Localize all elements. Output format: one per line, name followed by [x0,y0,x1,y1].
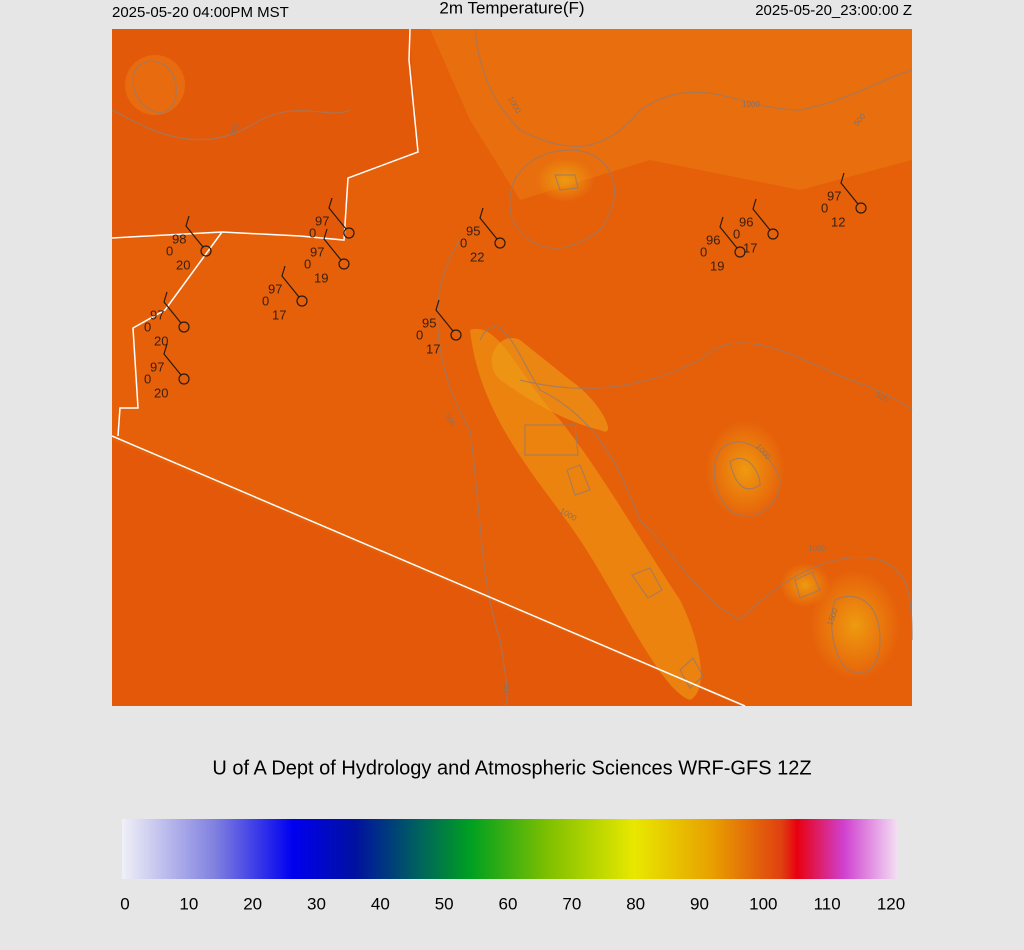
station-circle [343,227,355,239]
contour-label: 1000 [808,544,826,553]
station-temp: 97 [315,213,329,228]
wind-barb [840,172,859,205]
colorbar-tick-label: 110 [814,894,841,913]
station-dew: 0 [416,327,423,342]
station-circle [734,246,746,258]
wind-barb [435,299,454,332]
colorbar-ticks: 0 10 20 30 40 50 60 70 80 90 100 110 120 [120,894,905,913]
wind-barb [163,291,182,324]
colorbar-tick-label: 100 [749,894,777,913]
contour-label: 500 [444,412,457,428]
colorbar-tick-label: 120 [877,894,905,913]
colorbar-tick-label: 20 [243,894,262,913]
footer: U of A Dept of Hydrology and Atmospheric… [212,757,811,779]
colorbar-tick-label: 40 [371,894,390,913]
station-dew: 0 [144,371,151,386]
wind-barb [185,215,204,248]
station-plots: 9802097097019970179702097020950229501796… [144,172,867,400]
colorbar-tick-label: 10 [179,894,198,913]
station-dew: 0 [262,293,269,308]
station-wind: 17 [272,307,286,322]
header-title: 2m Temperature(F) [439,0,584,17]
station-circle [450,329,462,341]
station-wind: 17 [426,341,440,356]
wind-barb [479,207,498,240]
station-dew: 0 [304,256,311,271]
contour-label: 500 [501,682,512,697]
station-wind: 22 [470,249,484,264]
station-wind: 19 [314,270,328,285]
station-circle [296,295,308,307]
wind-barb [281,265,300,298]
station-temp: 97 [150,307,164,322]
wind-barb [719,216,738,249]
colorbar-tick-label: 70 [562,894,581,913]
station-circle [855,202,867,214]
station-wind: 20 [154,333,168,348]
wind-barb [163,343,182,376]
station-dew: 0 [700,244,707,259]
station-dew: 0 [460,235,467,250]
station-wind: 17 [743,240,757,255]
station-wind: 20 [154,385,168,400]
station-temp: 95 [466,223,480,238]
station-circle [178,373,190,385]
header-left: 2025-05-20 04:00PM MST [112,4,289,21]
station-circle [200,245,212,257]
colorbar-tick-label: 0 [120,894,129,913]
station-circle [178,321,190,333]
station-temp: 95 [422,315,436,330]
contour-label: 1000 [742,100,760,109]
station-wind: 12 [831,214,845,229]
map [111,28,913,707]
station-temp: 96 [706,232,720,247]
station-circle [494,237,506,249]
station-circle [767,228,779,240]
station-circle [338,258,350,270]
colorbar-tick-label: 50 [435,894,454,913]
colorbar-tick-label: 30 [307,894,326,913]
station-temp: 97 [310,244,324,259]
station-temp: 97 [150,359,164,374]
station-dew: 0 [144,319,151,334]
colorbar-tick-label: 90 [690,894,709,913]
station-temp: 98 [172,231,186,246]
station-wind: 19 [710,258,724,273]
colorbar [122,819,898,879]
station-dew: 0 [309,225,316,240]
colorbar-tick-label: 80 [626,894,645,913]
station-dew: 0 [733,226,740,241]
wind-barb [323,228,342,261]
station-wind: 20 [176,257,190,272]
station-dew: 0 [166,243,173,258]
wind-barb [752,198,771,231]
colorbar-tick-label: 60 [499,894,518,913]
station-dew: 0 [821,200,828,215]
header-right: 2025-05-20_23:00:00 Z [755,2,912,19]
station-temp: 97 [827,188,841,203]
station-temp: 97 [268,281,282,296]
wind-barb [328,197,347,230]
station-temp: 96 [739,214,753,229]
